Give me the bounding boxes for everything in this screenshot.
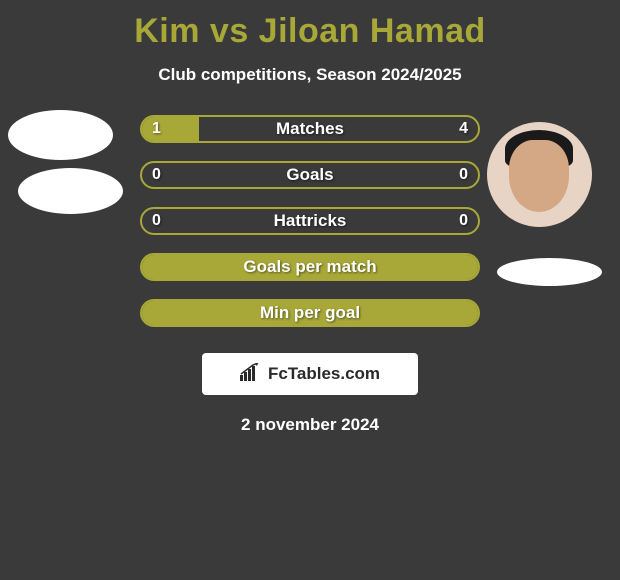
bar-container: 1 Matches 4 (140, 115, 480, 143)
bar-value-right: 0 (459, 163, 468, 187)
bar-row-goals-per-match: Goals per match (0, 253, 620, 299)
logo-chart-icon (240, 363, 262, 386)
bar-label: Hattricks (142, 209, 478, 233)
bar-container: 0 Goals 0 (140, 161, 480, 189)
bar-row-min-per-goal: Min per goal (0, 299, 620, 345)
bar-value-right: 0 (459, 209, 468, 233)
bar-value-right: 4 (459, 117, 468, 141)
comparison-bars: 1 Matches 4 0 Goals 0 0 Hattricks 0 Goal… (0, 115, 620, 345)
bar-container: Goals per match (140, 253, 480, 281)
bar-label: Min per goal (142, 301, 478, 325)
bar-label: Goals (142, 163, 478, 187)
logo-box: FcTables.com (202, 353, 418, 395)
bar-label: Matches (142, 117, 478, 141)
logo-text: FcTables.com (268, 364, 380, 384)
bar-row-goals: 0 Goals 0 (0, 161, 620, 207)
page-title: Kim vs Jiloan Hamad (0, 0, 620, 51)
page-subtitle: Club competitions, Season 2024/2025 (0, 65, 620, 85)
bar-row-matches: 1 Matches 4 (0, 115, 620, 161)
date-text: 2 november 2024 (0, 415, 620, 435)
bar-label: Goals per match (142, 255, 478, 279)
bar-container: Min per goal (140, 299, 480, 327)
bar-container: 0 Hattricks 0 (140, 207, 480, 235)
bar-row-hattricks: 0 Hattricks 0 (0, 207, 620, 253)
